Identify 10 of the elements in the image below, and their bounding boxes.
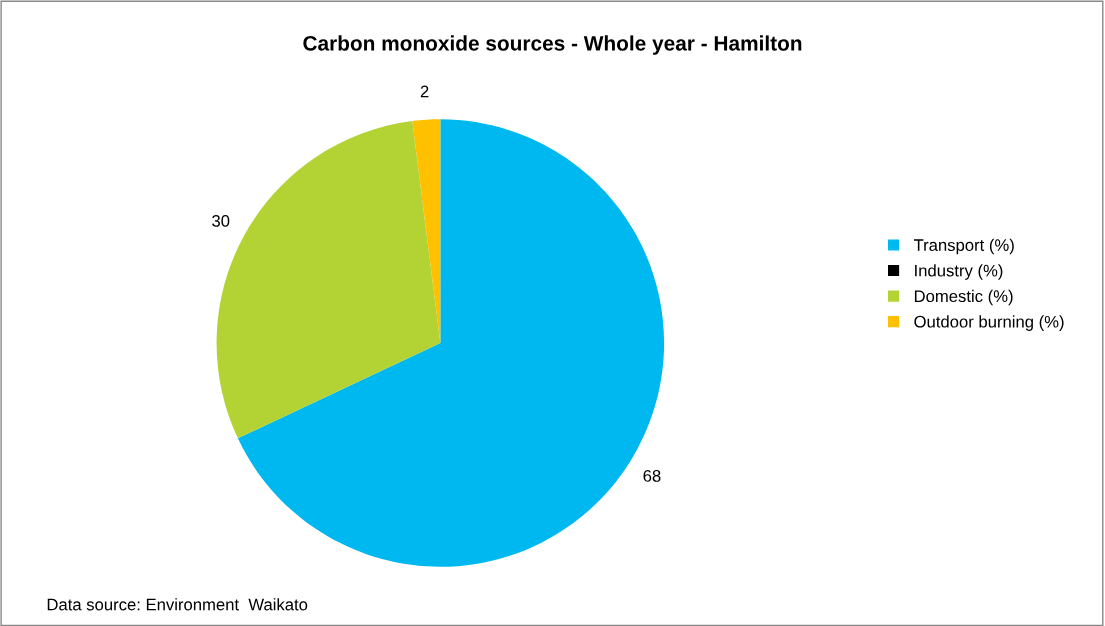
legend-label: Transport (%) [913,238,1014,255]
data-label: 30 [212,214,230,227]
legend-label: Industry (%) [915,264,1003,280]
chart-title: Carbon monoxide sources - Whole year - Hamilton [303,35,802,55]
data-label: 2 [420,85,429,98]
data-label: 68 [643,470,661,482]
legend-label: Outdoor burning (%) [914,315,1064,331]
legend-label: Domestic (%) [914,289,1013,306]
pie-slice [237,119,665,567]
source-note: Data source: Environment Waikato [47,598,308,611]
